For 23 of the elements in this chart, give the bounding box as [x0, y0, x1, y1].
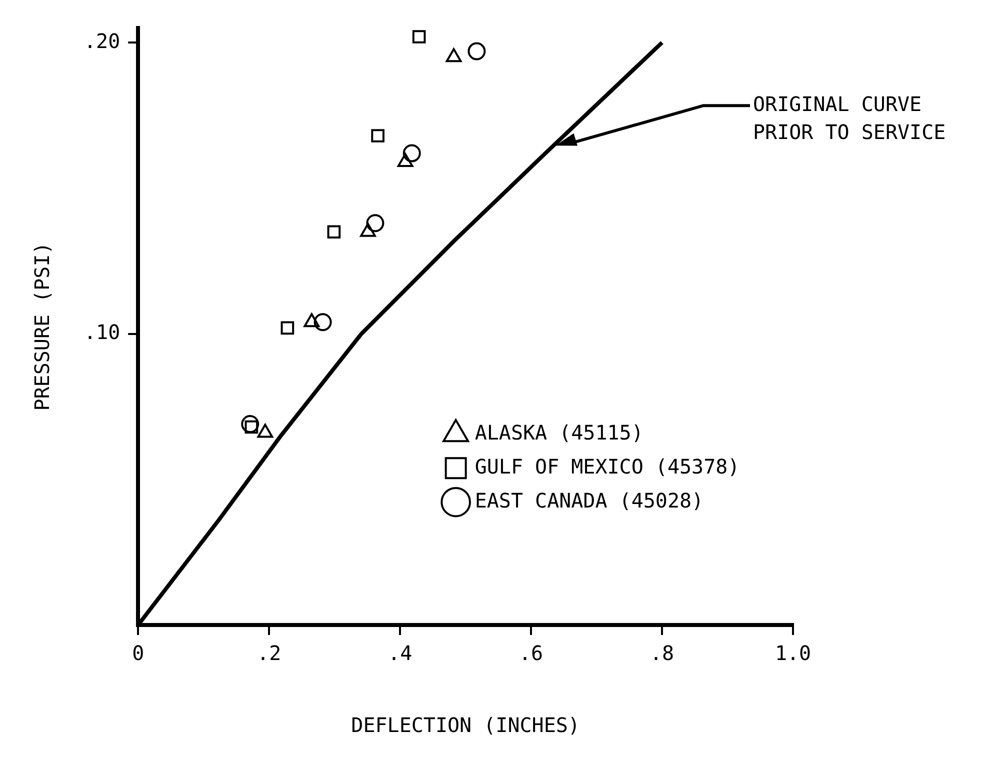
x-tick-label: 0 [132, 641, 144, 666]
annotation: ORIGINAL CURVE PRIOR TO SERVICE [753, 92, 946, 144]
x-tick-label: .8 [650, 641, 674, 666]
point [371, 129, 384, 142]
legend-label: EAST CANADA (45028) [474, 488, 704, 512]
x-tick-label: .2 [257, 641, 282, 666]
x-axis-title: DEFLECTION (INCHES) [351, 713, 580, 738]
x-tick-label: .6 [519, 641, 544, 666]
point [366, 214, 384, 232]
point [314, 313, 332, 332]
y-tick-label: .10 [84, 320, 120, 344]
legend-label: ALASKA (45115) [474, 420, 644, 444]
point [402, 144, 421, 162]
y-tick-label: .20 [84, 28, 120, 53]
point [280, 321, 294, 335]
point [468, 42, 486, 60]
legend-label: GULF OF MEXICO (45378) [474, 454, 740, 478]
point [412, 30, 426, 44]
point [327, 225, 341, 239]
x-tick-label: 1.0 [774, 641, 812, 666]
x-tick-label: .4 [388, 641, 412, 666]
point [241, 415, 260, 434]
y-axis-title: PRESSURE (PSI) [30, 242, 54, 411]
